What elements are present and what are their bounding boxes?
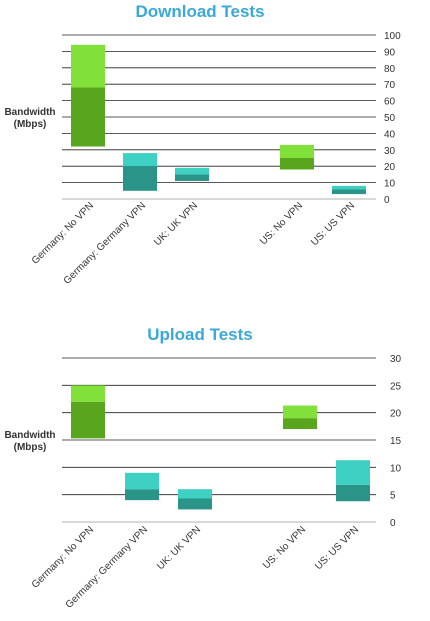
download-bar-3-lower-segment — [175, 174, 209, 181]
upload-y-tick-label: 0 — [390, 518, 396, 529]
download-category-label-3: UK: UK VPN — [152, 200, 200, 248]
upload-category-label-4: US: No VPN — [261, 524, 308, 571]
download-y-tick-label: 10 — [384, 179, 396, 190]
download-y-tick-label: 60 — [384, 97, 396, 108]
download-category-label-5: US: US VPN — [309, 200, 357, 248]
download-y-tick-label: 80 — [384, 64, 396, 75]
download-y-tick-label: 0 — [384, 195, 390, 206]
upload-y-tick-label: 20 — [390, 409, 402, 420]
upload-y-axis-label-line-1: Bandwidth — [4, 430, 55, 441]
upload-bar-1-upper-segment — [71, 385, 105, 402]
download-y-axis-label-line-2: (Mbps) — [14, 119, 47, 130]
upload-bar-5-lower-segment — [336, 484, 370, 502]
download-y-tick-label: 20 — [384, 162, 396, 173]
download-y-axis-label-line-1: Bandwidth — [4, 107, 55, 118]
download-y-tick-label: 70 — [384, 80, 396, 91]
upload-bar-5-upper-segment — [336, 460, 370, 485]
download-bar-2-upper-segment — [123, 153, 157, 167]
download-y-tick-label: 90 — [384, 47, 396, 58]
download-bar-5-lower-segment — [332, 189, 366, 195]
upload-y-tick-label: 25 — [390, 381, 402, 392]
upload-bar-4-upper-segment — [283, 405, 317, 419]
download-bar-4-upper-segment — [280, 144, 314, 158]
download-chart: Download Tests Bandwidth(Mbps) 0 10 20 30 40 50… — [4, 2, 401, 287]
download-chart-title: Download Tests — [135, 2, 264, 21]
upload-y-tick-label: 15 — [390, 436, 402, 447]
download-y-tick-label: 50 — [384, 113, 396, 124]
download-y-tick-label: 40 — [384, 129, 396, 140]
download-bar-1-lower-segment — [71, 87, 105, 147]
download-bar-1-upper-segment — [71, 44, 105, 88]
download-bar-4-lower-segment — [280, 158, 314, 170]
upload-y-tick-label: 10 — [390, 463, 402, 474]
upload-bar-2-lower-segment — [125, 489, 159, 501]
upload-category-label-5: US: US VPN — [313, 524, 361, 572]
upload-bar-4-lower-segment — [283, 418, 317, 430]
upload-y-tick-label: 30 — [390, 354, 402, 365]
upload-y-axis-label-line-2: (Mbps) — [14, 442, 47, 453]
download-bar-5-upper-segment — [332, 185, 366, 190]
download-y-tick-label: 30 — [384, 146, 396, 157]
upload-bar-3-lower-segment — [178, 498, 212, 510]
upload-bar-2-upper-segment — [125, 472, 159, 490]
download-bar-3-upper-segment — [175, 167, 209, 175]
upload-bar-1-lower-segment — [71, 401, 105, 439]
upload-y-tick-label: 5 — [390, 491, 396, 502]
download-bar-2-lower-segment — [123, 166, 157, 191]
upload-chart-title: Upload Tests — [147, 325, 252, 344]
upload-bar-3-upper-segment — [178, 489, 212, 499]
upload-chart: Upload TestsBandwidth(Mbps)051015202530G… — [4, 325, 401, 611]
download-category-label-4: US: No VPN — [258, 200, 305, 247]
download-y-tick-label: 100 — [384, 31, 401, 42]
upload-category-label-3: UK: UK VPN — [155, 524, 203, 572]
